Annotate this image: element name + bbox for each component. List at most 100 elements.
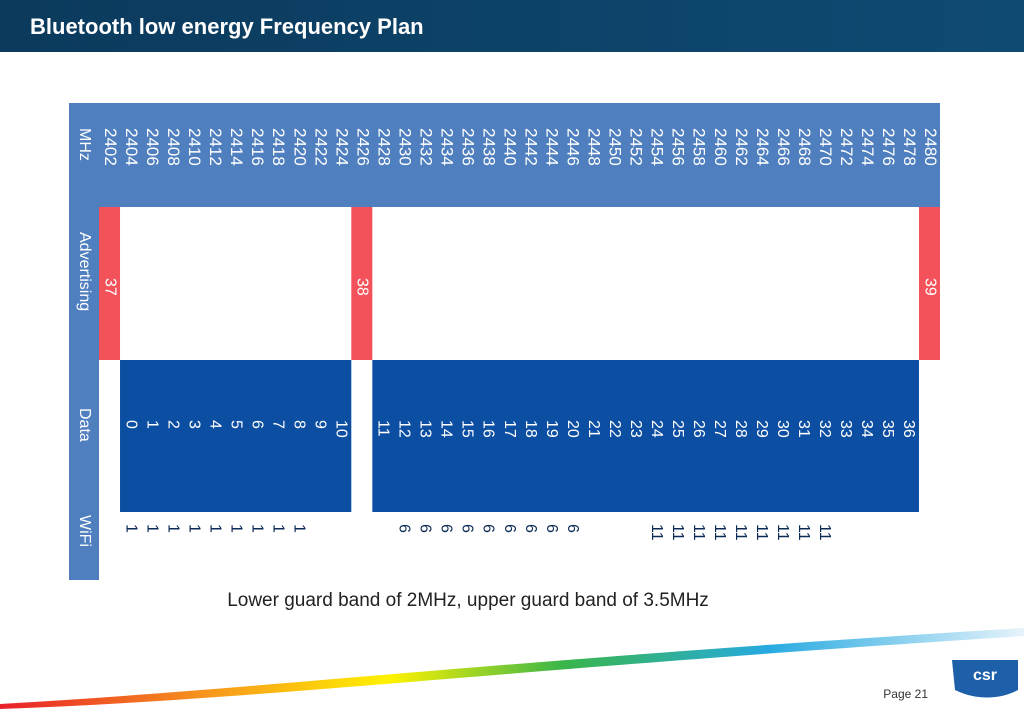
frequency-label: 2464 — [753, 128, 772, 166]
data-channel: 5 — [227, 420, 244, 429]
data-channel: 8 — [291, 420, 308, 429]
wifi-channel: 11 — [795, 524, 812, 541]
wifi-channel: 6 — [543, 524, 560, 533]
wifi-channel: 6 — [396, 524, 413, 533]
wifi-channel: 6 — [501, 524, 518, 533]
wifi-channel: 6 — [459, 524, 476, 533]
footer-swoosh — [0, 628, 1024, 709]
data-channel: 31 — [795, 420, 812, 438]
wifi-channel: 1 — [248, 524, 265, 533]
frequency-label: 2404 — [122, 128, 141, 166]
data-channel: 2 — [164, 420, 181, 429]
advertising-cell — [351, 207, 373, 360]
frequency-label: 2432 — [416, 128, 435, 166]
wifi-channel: 6 — [417, 524, 434, 533]
data-channel: 29 — [753, 420, 770, 438]
label-column — [69, 103, 99, 580]
row-label: MHz — [76, 128, 93, 161]
data-channel: 35 — [879, 420, 896, 438]
data-channel: 27 — [711, 420, 728, 438]
row-label: Data — [76, 408, 93, 442]
frequency-label: 2424 — [332, 128, 351, 166]
wifi-channel: 11 — [690, 524, 707, 541]
frequency-label: 2444 — [543, 128, 562, 166]
frequency-label: 2450 — [606, 128, 625, 166]
wifi-channel: 11 — [711, 524, 728, 541]
logo: csr — [948, 655, 1018, 705]
data-channel: 4 — [206, 420, 223, 429]
advertising-channel: 38 — [354, 278, 371, 296]
frequency-label: 2436 — [458, 128, 477, 166]
frequency-label: 2414 — [227, 128, 246, 166]
frequency-label: 2474 — [858, 128, 877, 166]
data-channel: 20 — [564, 420, 581, 438]
frequency-label: 2408 — [164, 128, 183, 166]
data-channel: 22 — [606, 420, 623, 438]
frequency-label: 2430 — [395, 128, 414, 166]
frequency-label: 2480 — [921, 128, 940, 166]
advertising-cell — [99, 207, 121, 360]
data-channel: 33 — [837, 420, 854, 438]
frequency-label: 2442 — [522, 128, 541, 166]
data-channel: 34 — [858, 420, 875, 438]
frequency-label: 2416 — [248, 128, 267, 166]
data-channel: 30 — [774, 420, 791, 438]
wifi-channel: 1 — [143, 524, 160, 533]
frequency-label: 2434 — [437, 128, 456, 166]
frequency-label: 2472 — [837, 128, 856, 166]
data-channel: 21 — [585, 420, 602, 438]
wifi-channel: 6 — [438, 524, 455, 533]
data-channel: 11 — [375, 420, 392, 437]
data-channel: 12 — [396, 420, 413, 438]
header-row — [69, 103, 940, 207]
frequency-label: 2406 — [143, 128, 162, 166]
wifi-channel: 1 — [269, 524, 286, 533]
logo-shape — [952, 660, 1018, 698]
frequency-label: 2470 — [816, 128, 835, 166]
frequency-label: 2438 — [479, 128, 498, 166]
wifi-channel: 11 — [648, 524, 665, 541]
data-channel: 15 — [459, 420, 476, 438]
frequency-label: 2478 — [900, 128, 919, 166]
data-channel: 36 — [900, 420, 917, 438]
frequency-label: 2412 — [206, 128, 225, 166]
frequency-label: 2402 — [101, 128, 120, 166]
data-channel: 6 — [248, 420, 265, 429]
data-channel: 23 — [627, 420, 644, 438]
data-channel: 28 — [732, 420, 749, 438]
frequency-label: 2420 — [290, 128, 309, 166]
data-channel: 0 — [122, 420, 139, 429]
frequency-label: 2422 — [311, 128, 330, 166]
frequency-label: 2426 — [353, 128, 372, 166]
frequency-label: 2428 — [374, 128, 393, 166]
frequency-label: 2460 — [711, 128, 730, 166]
data-channel: 19 — [543, 420, 560, 438]
frequency-label: 2466 — [774, 128, 793, 166]
row-label: WiFi — [76, 515, 93, 547]
frequency-label: 2410 — [185, 128, 204, 166]
frequency-label: 2448 — [585, 128, 604, 166]
caption: Lower guard band of 2MHz, upper guard ba… — [227, 590, 709, 611]
wifi-channel: 1 — [164, 524, 181, 533]
frequency-label: 2456 — [669, 128, 688, 166]
data-channel: 26 — [690, 420, 707, 438]
wifi-channel: 11 — [816, 524, 833, 541]
data-channel: 24 — [648, 420, 665, 438]
frequency-label: 2452 — [627, 128, 646, 166]
wifi-channel: 1 — [291, 524, 308, 533]
wifi-channel: 1 — [227, 524, 244, 533]
data-channel: 1 — [143, 420, 160, 429]
data-channel: 14 — [438, 420, 455, 438]
title-bar — [0, 0, 1024, 52]
wifi-channel: 11 — [732, 524, 749, 541]
advertising-channel: 37 — [101, 278, 118, 296]
logo-text: csr — [973, 667, 997, 684]
wifi-channel: 1 — [206, 524, 223, 533]
data-block — [372, 360, 919, 512]
data-channel: 18 — [522, 420, 539, 438]
wifi-channel: 11 — [753, 524, 770, 541]
wifi-channel: 1 — [185, 524, 202, 533]
